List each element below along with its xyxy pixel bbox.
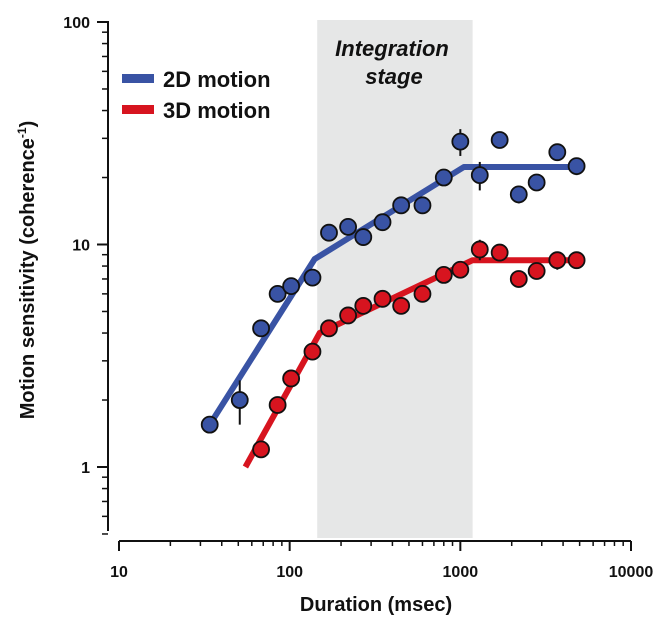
fit-line-2d: [207, 164, 579, 427]
data-point-2d: [268, 284, 287, 303]
data-point-3d: [470, 240, 489, 259]
data-point-3d: [527, 262, 546, 280]
annotation-line-1: Integration: [335, 36, 449, 61]
y-tick-label: 1: [81, 460, 90, 477]
legend-swatch-2d: [122, 74, 154, 83]
x-tick-label: 1000: [443, 564, 479, 581]
data-point-3d: [320, 319, 338, 338]
y-tick-label: 10: [72, 238, 90, 255]
data-point-2d: [354, 228, 373, 246]
x-tick-label: 10000: [609, 564, 654, 581]
data-point-3d: [339, 306, 358, 325]
data-point-2d: [230, 391, 249, 409]
legend-label-3d: 3D motion: [163, 98, 271, 123]
legend-label-2d: 2D motion: [163, 67, 271, 92]
y-axis-title-close: ): [17, 121, 39, 128]
x-axis-title: Duration (msec): [300, 594, 452, 616]
y-tick-label: 100: [63, 15, 90, 32]
data-point-2d: [470, 166, 489, 185]
data-point-3d: [373, 289, 392, 308]
data-point-3d: [548, 251, 567, 270]
data-point-3d: [303, 342, 322, 361]
integration-stage-annotation: Integration stage: [335, 36, 449, 89]
data-points: [200, 131, 586, 459]
axes: [107, 21, 631, 542]
data-point-2d: [527, 173, 546, 192]
data-point-3d: [268, 396, 287, 414]
y-axis-title: Motion sensitivity (coherence-1): [15, 121, 39, 420]
y-axis-title-text: Motion sensitivity (coherence: [17, 138, 39, 419]
data-point-3d: [509, 270, 528, 288]
annotation-line-2: stage: [365, 64, 422, 89]
x-tick-label: 100: [276, 564, 303, 581]
data-point-3d: [413, 284, 432, 303]
data-point-2d: [490, 131, 509, 149]
data-point-2d: [567, 157, 586, 176]
data-point-2d: [282, 277, 301, 296]
data-point-3d: [451, 260, 470, 279]
data-point-2d: [434, 168, 453, 187]
data-point-2d: [451, 132, 470, 151]
data-point-2d: [339, 217, 358, 236]
data-point-2d: [320, 223, 338, 242]
legend-swatch-3d: [122, 105, 154, 114]
x-tick-label: 10: [110, 564, 128, 581]
ticks: 10 100 1000 10000 1 10 100: [63, 15, 653, 581]
data-point-3d: [354, 296, 373, 315]
data-point-2d: [413, 196, 432, 215]
y-axis-title-superscript: -1: [15, 127, 29, 138]
data-point-2d: [303, 268, 322, 287]
data-point-2d: [200, 415, 219, 434]
data-point-2d: [252, 319, 270, 338]
data-point-2d: [509, 185, 528, 204]
data-point-2d: [548, 143, 567, 162]
data-point-2d: [392, 196, 411, 215]
data-point-3d: [434, 266, 453, 284]
legend: 2D motion 3D motion: [122, 67, 271, 123]
data-point-3d: [282, 369, 301, 388]
data-point-3d: [392, 296, 411, 315]
data-point-2d: [373, 213, 392, 232]
data-point-3d: [490, 243, 509, 262]
data-point-3d: [252, 440, 270, 459]
data-point-3d: [567, 251, 586, 270]
